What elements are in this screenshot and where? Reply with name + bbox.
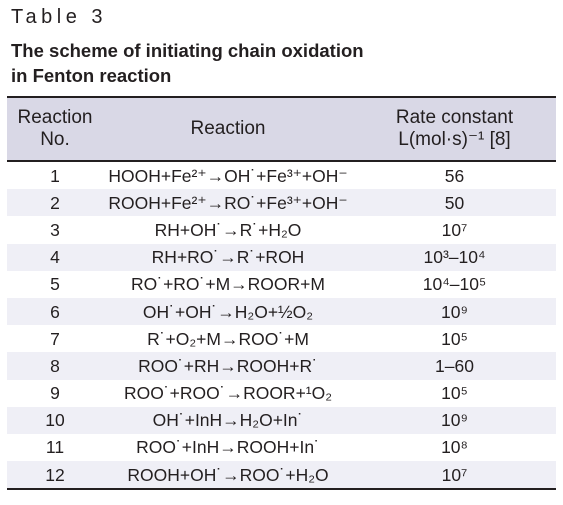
- header-no-line-1: Reaction: [17, 107, 93, 128]
- table-row: 9 ROO˙+ROO˙→ROOR+¹O₂ 10⁵: [7, 380, 556, 407]
- caption-line-2: in Fenton reaction: [11, 65, 172, 86]
- header-reaction-no: Reaction No.: [7, 96, 103, 162]
- cell-rate-constant: 10⁷: [441, 219, 468, 240]
- table-row: 11 ROO˙+InH→ROOH+In˙ 10⁸: [7, 434, 556, 461]
- cell-reaction-no: 2: [50, 192, 60, 213]
- header-reaction: Reaction: [103, 96, 353, 162]
- header-rate-line-2: L(mol·s)⁻¹ [8]: [398, 129, 511, 150]
- cell-reaction: OH˙+InH→H₂O+In˙: [152, 410, 304, 431]
- cell-reaction-no: 4: [50, 247, 60, 268]
- header-rate-constant: Rate constant L(mol·s)⁻¹ [8]: [353, 96, 556, 162]
- cell-reaction-no: 7: [50, 328, 60, 349]
- cell-reaction-no: 3: [50, 219, 60, 240]
- table-row: 10 OH˙+InH→H₂O+In˙ 10⁹: [7, 406, 556, 434]
- cell-reaction: RO˙+RO˙+M→ROOR+M: [131, 274, 325, 295]
- cell-reaction-no: 6: [50, 301, 60, 322]
- caption-line-1: The scheme of initiating chain oxidation: [11, 40, 364, 61]
- cell-rate-constant: 10⁹: [441, 301, 468, 322]
- cell-rate-constant: 10³–10⁴: [423, 247, 486, 268]
- table-row: 4 RH+RO˙→R˙+ROH 10³–10⁴: [7, 243, 556, 271]
- cell-rate-constant: 10⁴–10⁵: [422, 274, 487, 295]
- table-row: 5 RO˙+RO˙+M→ROOR+M 10⁴–10⁵: [7, 271, 556, 298]
- table-row: 3 RH+OH˙→R˙+H₂O 10⁷: [7, 216, 556, 243]
- cell-reaction: ROOH+Fe²⁺→RO˙+Fe³⁺+OH⁻: [108, 192, 348, 213]
- reaction-table: Reaction No. Reaction Rate constant L(mo…: [7, 96, 556, 491]
- cell-rate-constant: 10⁷: [353, 461, 556, 491]
- cell-reaction-no: 11: [45, 437, 65, 458]
- table-row: 6 OH˙+OH˙→H₂O+½O₂ 10⁹: [7, 297, 556, 326]
- table-label: Table 3: [11, 6, 107, 28]
- cell-reaction-no: 12: [7, 461, 103, 491]
- cell-rate-constant: 10⁵: [441, 383, 468, 404]
- cell-reaction-no: 9: [50, 383, 60, 404]
- cell-rate-constant: 10⁹: [441, 410, 468, 431]
- cell-reaction-no: 5: [50, 274, 60, 295]
- cell-rate-constant: 50: [444, 192, 465, 213]
- cell-reaction: ROO˙+RH→ROOH+R˙: [138, 355, 318, 376]
- table-caption: The scheme of initiating chain oxidation…: [11, 38, 531, 88]
- table-row: 2 ROOH+Fe²⁺→RO˙+Fe³⁺+OH⁻ 50: [7, 189, 556, 217]
- cell-rate-constant: 10⁵: [441, 328, 468, 349]
- cell-reaction: RH+RO˙→R˙+ROH: [151, 247, 305, 268]
- header-row: Reaction No. Reaction Rate constant L(mo…: [7, 96, 556, 162]
- cell-reaction: R˙+O₂+M→ROO˙+M: [147, 328, 309, 349]
- cell-rate-constant: 10⁸: [441, 437, 468, 458]
- table-row: 12 ROOH+OH˙→ROO˙+H₂O 10⁷: [7, 461, 556, 491]
- table-row: 1 HOOH+Fe²⁺→OH˙+Fe³⁺+OH⁻ 56: [7, 161, 556, 189]
- cell-reaction: ROOH+OH˙→ROO˙+H₂O: [103, 461, 353, 491]
- table-body: 1 HOOH+Fe²⁺→OH˙+Fe³⁺+OH⁻ 56 2 ROOH+Fe²⁺→RO˙+…: [7, 161, 556, 491]
- table-row: 8 ROO˙+RH→ROOH+R˙ 1–60: [7, 352, 556, 380]
- cell-reaction: ROO˙+ROO˙→ROOR+¹O₂: [123, 383, 333, 404]
- cell-reaction-no: 10: [45, 410, 65, 431]
- cell-reaction: OH˙+OH˙→H₂O+½O₂: [142, 301, 314, 322]
- cell-reaction-no: 8: [50, 355, 60, 376]
- cell-reaction: ROO˙+InH→ROOH+In˙: [136, 437, 320, 458]
- cell-reaction: RH+OH˙→R˙+H₂O: [154, 219, 302, 240]
- cell-rate-constant: 56: [444, 165, 465, 186]
- header-no-line-2: No.: [40, 129, 70, 150]
- header-rate-line-1: Rate constant: [395, 107, 514, 128]
- cell-rate-constant: 1–60: [435, 355, 474, 376]
- cell-reaction: HOOH+Fe²⁺→OH˙+Fe³⁺+OH⁻: [108, 165, 348, 186]
- table-row: 7 R˙+O₂+M→ROO˙+M 10⁵: [7, 325, 556, 352]
- cell-reaction-no: 1: [50, 165, 60, 186]
